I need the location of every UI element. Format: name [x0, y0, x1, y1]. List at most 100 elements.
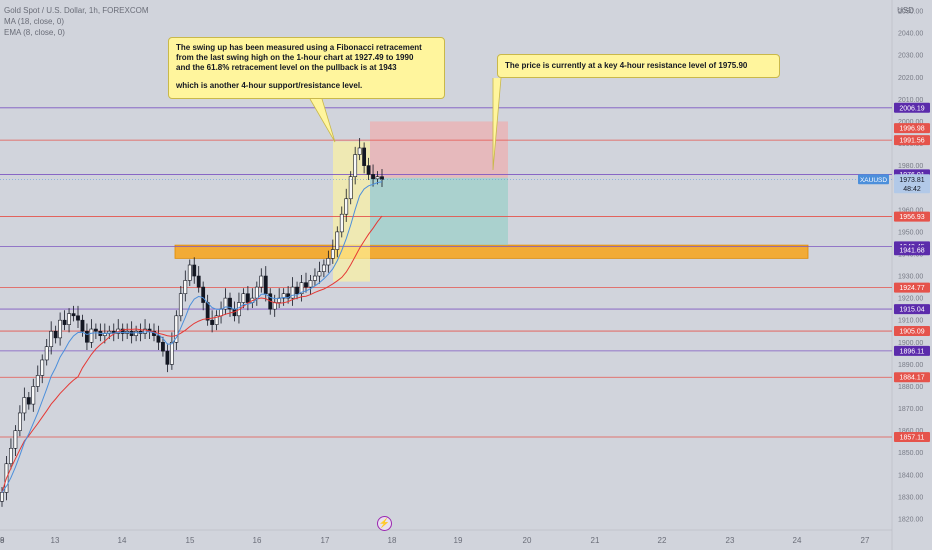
fib-callout-line1: The swing up has been measured using a F… [176, 43, 422, 52]
price-label-1956.93-bg [894, 211, 930, 222]
candle-body [26, 397, 31, 405]
y-tick-label: 1880.00 [898, 384, 923, 391]
price-label-1905.09-bg [894, 326, 930, 337]
candle-body [169, 341, 174, 365]
lightning-icon[interactable]: ⚡ [377, 516, 392, 531]
x-tick-label: 28 [0, 536, 5, 545]
candle-body [22, 397, 27, 414]
price-label-2006.19: 2006.19 [899, 105, 924, 112]
y-tick-label: 1820.00 [898, 516, 923, 523]
candle-body [339, 213, 344, 233]
candle-body [272, 302, 277, 310]
price-label-1896.11-bg [894, 345, 930, 356]
x-tick-label: 27 [861, 536, 870, 545]
price-label-1991.56-bg [894, 135, 930, 146]
candle-body [143, 328, 147, 334]
price-label-1941.68-bg [894, 245, 930, 256]
candle-body [85, 330, 89, 343]
fib-callout-pointer [309, 98, 336, 143]
resistance-callout-text: The price is currently at a key 4-hour r… [505, 61, 748, 70]
candle-body [299, 282, 304, 295]
y-tick-label: 1890.00 [898, 362, 923, 369]
y-tick-label: 2050.00 [898, 9, 923, 16]
symbol-tag: XAUUSD [860, 177, 887, 184]
y-tick-label: 2040.00 [898, 31, 923, 38]
candle-body [210, 319, 215, 325]
candle-body [317, 271, 322, 277]
price-label-1915.04-bg [894, 304, 930, 315]
candle-body [35, 375, 40, 387]
price-label-1857.11-bg [894, 432, 930, 443]
candle-body [156, 335, 161, 343]
ema-line[interactable] [1, 181, 383, 493]
zone-risk-box[interactable] [370, 121, 508, 178]
candle-body [187, 264, 192, 281]
bar-countdown: 48:42 [903, 186, 921, 193]
candle-body [165, 350, 170, 365]
candle-body [214, 315, 219, 325]
candle-body [241, 293, 246, 303]
resistance-callout[interactable]: The price is currently at a key 4-hour r… [497, 54, 780, 78]
y-tick-label: 1830.00 [898, 494, 923, 501]
ema-indicator-label[interactable]: EMA (8, close, 0) [4, 28, 65, 37]
candle-body [161, 341, 165, 352]
candle-body [13, 430, 18, 449]
y-tick-label: 1910.00 [898, 318, 923, 325]
candle-body [223, 297, 228, 310]
x-tick-label: 16 [253, 536, 262, 545]
candle-body [53, 330, 58, 339]
y-tick-label: 1950.00 [898, 229, 923, 236]
zone-reward-box[interactable] [370, 177, 508, 246]
candle-body [76, 315, 80, 321]
price-label-1915.04: 1915.04 [899, 307, 924, 314]
x-tick-label: 20 [523, 536, 532, 545]
candle-body [254, 286, 259, 299]
candle-body [290, 286, 295, 299]
x-tick-label: 22 [658, 536, 667, 545]
candle-body [286, 293, 291, 299]
candle-body [353, 154, 358, 177]
price-label-1996.98-bg [894, 123, 930, 134]
ma-line[interactable] [1, 215, 383, 493]
y-tick-label: 2010.00 [898, 97, 923, 104]
price-label-1857.11: 1857.11 [900, 435, 925, 442]
candle-body [326, 258, 331, 266]
candle-body [375, 176, 380, 180]
candle-body [9, 447, 13, 465]
candle-body [67, 313, 71, 325]
candle-body [196, 275, 201, 288]
y-tick-label: 1980.00 [898, 163, 923, 170]
x-tick-label: 29 [0, 536, 5, 545]
y-tick-label: 1860.00 [898, 428, 923, 435]
fib-callout[interactable]: The swing up has been measured using a F… [168, 37, 445, 99]
x-tick-label: 21 [591, 536, 600, 545]
current-price-bg [894, 174, 930, 194]
price-label-1896.11: 1896.11 [900, 348, 925, 355]
candle-body [263, 275, 268, 295]
candle-body [40, 359, 45, 376]
y-tick-label: 1870.00 [898, 406, 923, 413]
y-tick-label: 2020.00 [898, 75, 923, 82]
candle-body [134, 330, 139, 336]
candle-body [304, 282, 308, 288]
chart-title: Gold Spot / U.S. Dollar, 1h, FOREXCOM [4, 6, 149, 15]
candle-body [344, 198, 349, 215]
candle-body [17, 412, 22, 431]
candle-body [174, 315, 179, 343]
fib-callout-line2: from the last swing high on the 1-hour c… [176, 53, 414, 62]
price-label-1996.98: 1996.98 [899, 126, 924, 133]
resistance-callout-pointer [492, 77, 502, 171]
ma-indicator-label[interactable]: MA (18, close, 0) [4, 17, 65, 26]
x-tick-label: 17 [321, 536, 330, 545]
candle-body [259, 275, 264, 288]
y-tick-label: 1850.00 [898, 450, 923, 457]
current-price-label: 1973.81 [899, 177, 924, 184]
y-tick-label: 1960.00 [898, 207, 923, 214]
x-tick-label: 13 [51, 536, 60, 545]
x-tick-label: 18 [388, 536, 397, 545]
zone-support-zone[interactable] [174, 244, 809, 259]
candle-body [357, 147, 362, 155]
